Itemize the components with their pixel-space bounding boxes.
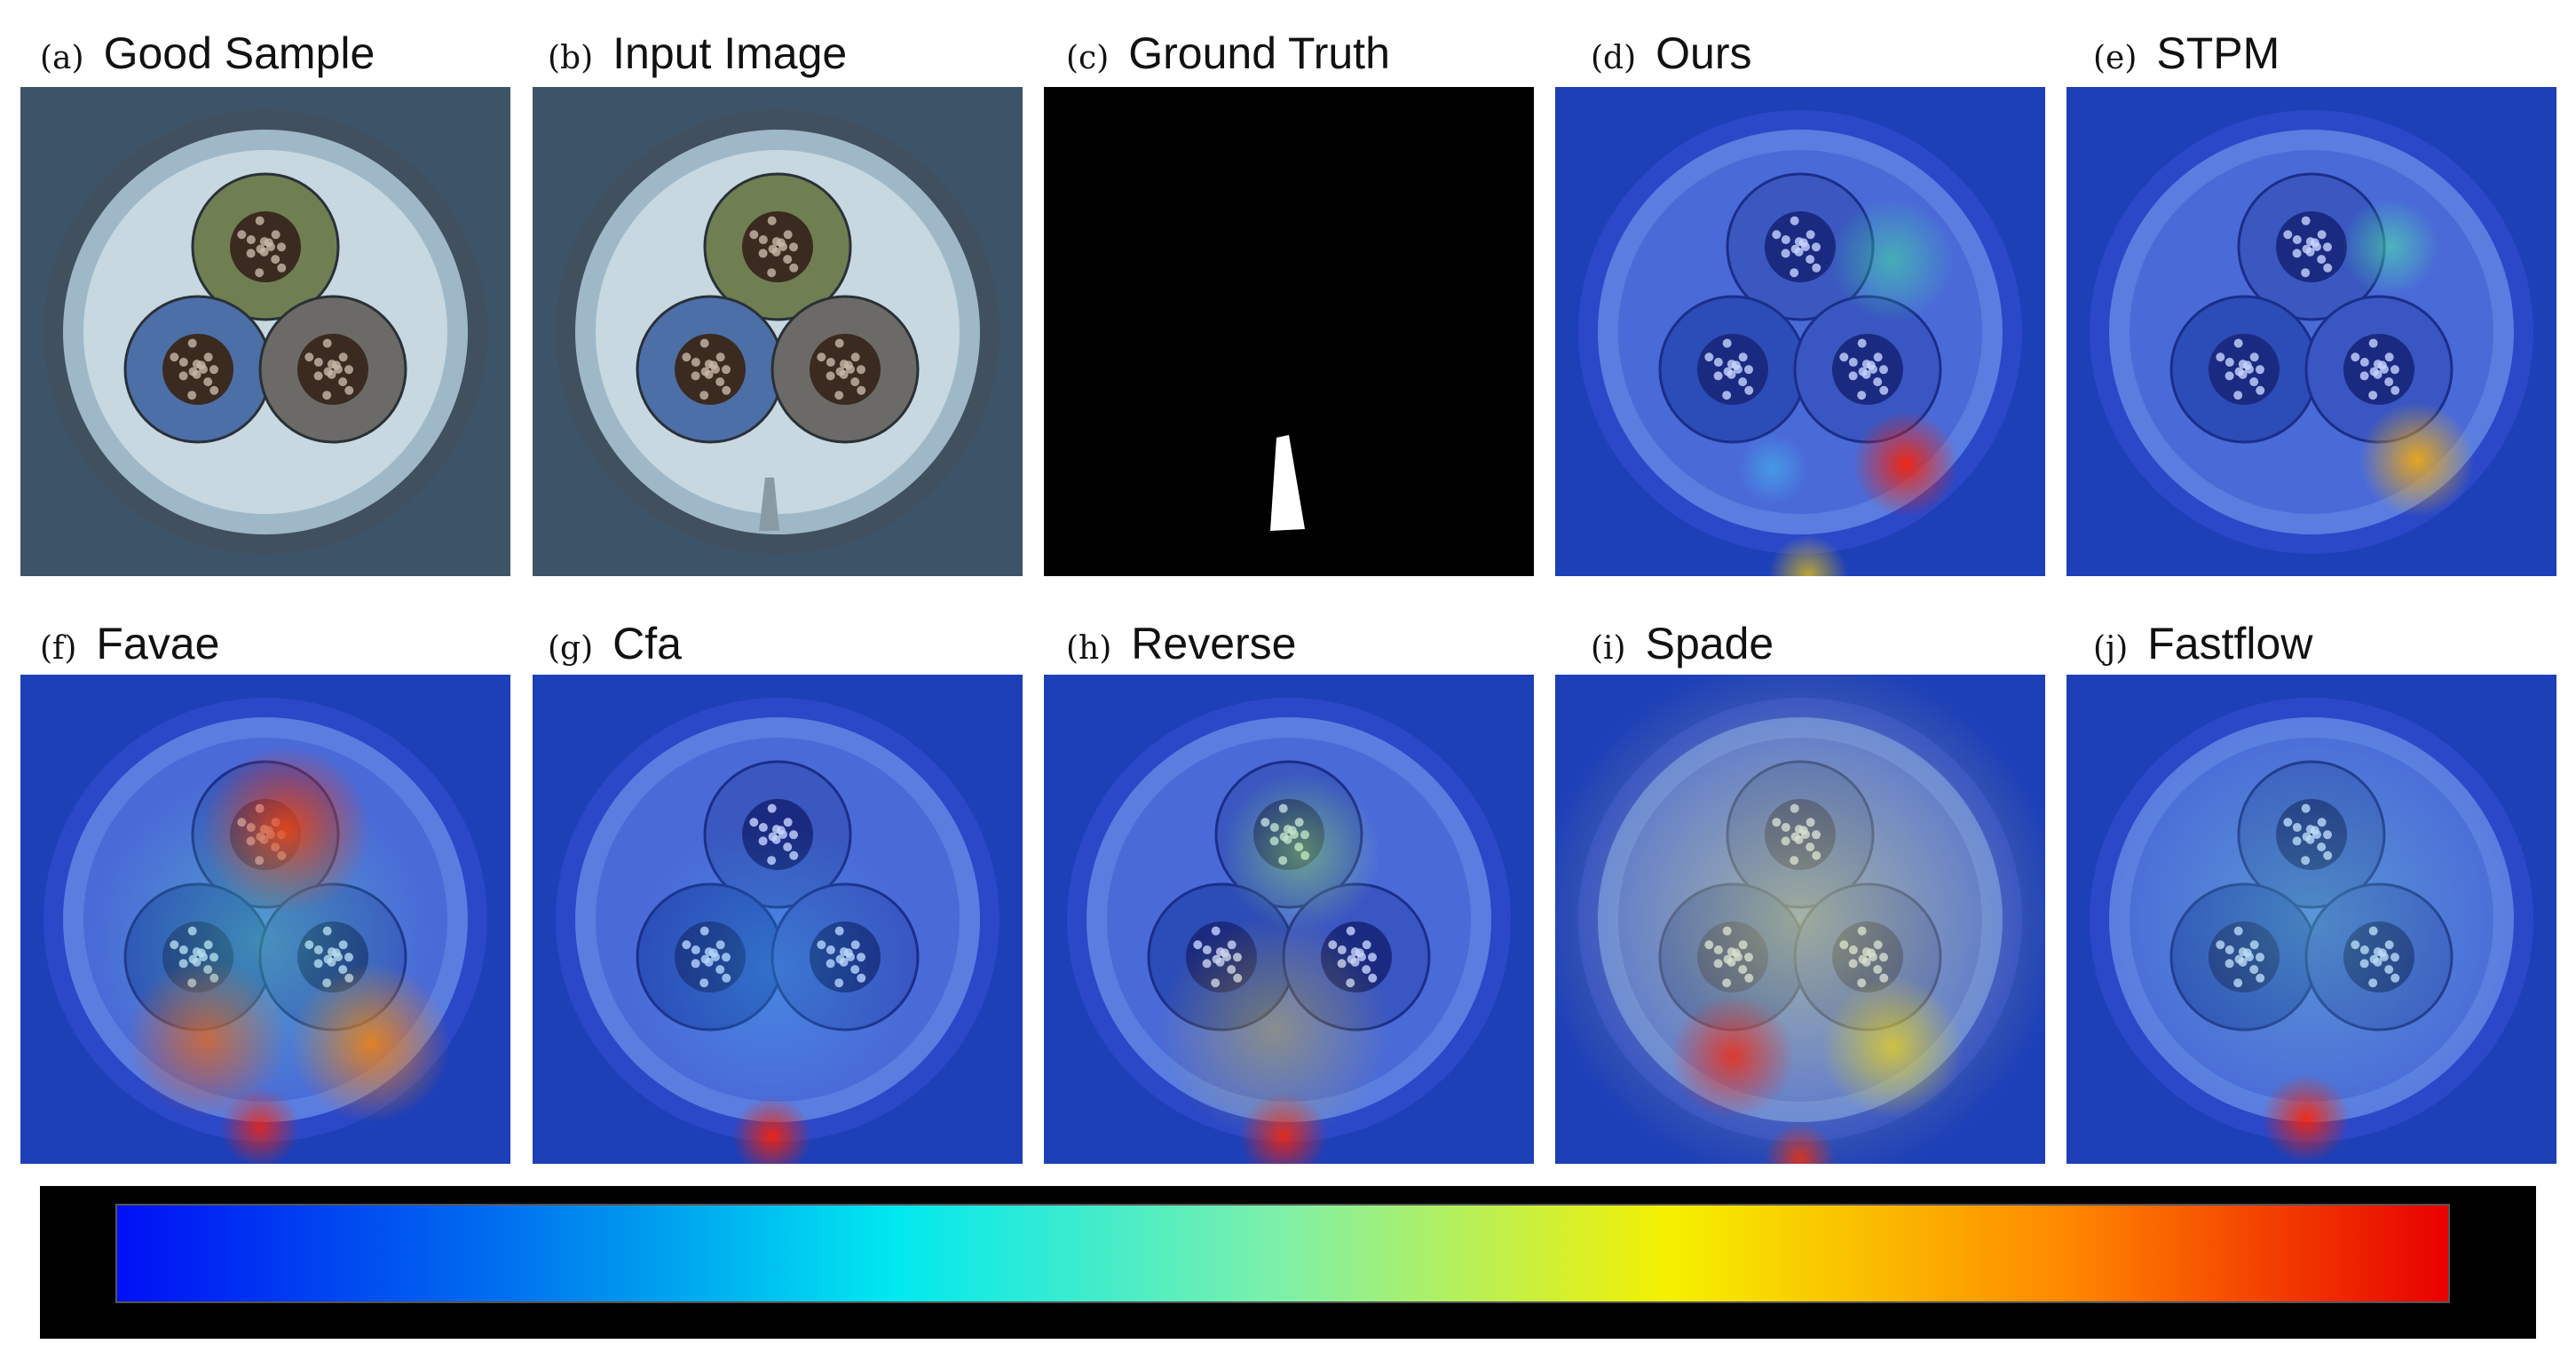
panel-tag: (c) [1066, 40, 1110, 76]
panel-title: Spade [1645, 619, 1774, 668]
cable-image [20, 87, 510, 576]
panel-image [20, 675, 510, 1164]
heat-blob [1853, 411, 1959, 518]
panel-title: Cfa [612, 619, 682, 668]
heat-blob [1830, 198, 1955, 322]
colorbar [40, 1186, 2536, 1339]
panel-image [533, 87, 1023, 576]
panel-label: (g) Cfa [548, 617, 682, 670]
panel-label: (j) Fastflow [2093, 617, 2312, 670]
heat-blob [1821, 976, 1964, 1119]
panel-title: Input Image [612, 28, 848, 78]
heat-blob [2342, 198, 2439, 296]
panel-label: (c) Ground Truth [1066, 27, 1390, 80]
cable-image [1555, 675, 2045, 1164]
panel-tag: (e) [2093, 40, 2137, 76]
heat-blob [1671, 994, 1795, 1119]
panel-label: (e) STPM [2093, 27, 2280, 80]
panel-title: Good Sample [103, 28, 375, 78]
panel-image [1044, 87, 1534, 576]
panel-tag: (f) [40, 630, 77, 667]
panel-image [2066, 87, 2556, 576]
heat-blob [2359, 402, 2475, 518]
panel-image [533, 675, 1023, 1164]
heat-blob [1159, 914, 1390, 1145]
panel-tag: (d) [1591, 40, 1637, 76]
panel-image [1044, 675, 1534, 1164]
panel-label: (b) Input Image [548, 27, 847, 80]
cable-image [1044, 675, 1534, 1164]
panel-label: (d) Ours [1591, 27, 1752, 80]
panel-tag: (b) [548, 40, 594, 76]
panel-image [2066, 675, 2556, 1164]
defect-mask-region [1270, 435, 1305, 531]
panel-label: (f) Favae [40, 617, 219, 670]
panel-title: Reverse [1131, 619, 1297, 668]
panel-title: Favae [96, 619, 220, 668]
heat-blob [1765, 1123, 1836, 1164]
cable-image [20, 675, 510, 1164]
cable-image [1555, 87, 2045, 576]
heat-blob [1221, 772, 1381, 932]
panel-label: (h) Reverse [1066, 617, 1296, 670]
cable-image [533, 675, 1023, 1164]
heat-blob [1768, 535, 1848, 576]
panel-title: Ours [1655, 28, 1752, 78]
heat-blob [1555, 675, 2045, 1164]
heat-blob [732, 1096, 812, 1164]
colorbar-gradient [115, 1204, 2450, 1303]
panel-image [20, 87, 510, 576]
panel-label: (i) Spade [1591, 617, 1774, 670]
panel-title: STPM [2156, 28, 2280, 78]
panel-tag: (i) [1591, 630, 1626, 667]
cable-image [2066, 675, 2556, 1164]
heat-blob [1737, 433, 1808, 504]
cable-image [2066, 87, 2556, 576]
cable-image [533, 87, 1023, 576]
panel-title: Fastflow [2147, 619, 2313, 668]
panel-image [1555, 675, 2045, 1164]
panel-title: Ground Truth [1128, 28, 1390, 78]
panel-image [1555, 87, 2045, 576]
heat-blob [630, 826, 914, 1110]
panel-tag: (g) [548, 630, 594, 667]
ground-truth-mask [1044, 87, 1534, 576]
heat-blob [91, 772, 429, 1110]
heat-blob [2107, 716, 2516, 1124]
panel-tag: (j) [2093, 630, 2129, 667]
panel-tag: (h) [1066, 630, 1112, 667]
panel-label: (a) Good Sample [40, 27, 375, 80]
panel-tag: (a) [40, 40, 84, 76]
